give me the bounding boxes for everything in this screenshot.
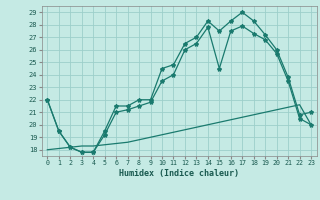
X-axis label: Humidex (Indice chaleur): Humidex (Indice chaleur) [119,169,239,178]
